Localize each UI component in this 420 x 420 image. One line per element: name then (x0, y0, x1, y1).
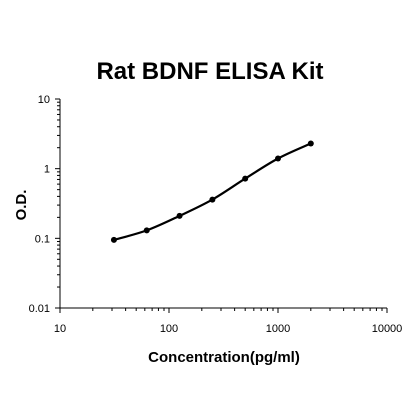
ticks: 10 100 1000 10000 0.01 0.1 1 10 (29, 94, 403, 335)
data-point (275, 155, 281, 162)
data-point (307, 140, 314, 147)
axes (59, 99, 387, 309)
series-line (113, 142, 312, 241)
x-tick-label: 1000 (266, 323, 290, 335)
y-tick-label: 0.1 (35, 233, 50, 245)
y-axis-label: O.D. (13, 190, 30, 221)
data-point (143, 227, 150, 234)
series-layer (110, 140, 314, 243)
x-axis-label: Concentration(pg/ml) (148, 349, 300, 366)
data-point (176, 212, 183, 219)
x-tick-label: 100 (160, 323, 178, 335)
data-point (242, 175, 249, 182)
y-tick-label: 1 (44, 164, 50, 176)
y-tick-label: 0.01 (29, 303, 50, 315)
y-tick-label: 10 (38, 94, 50, 106)
chart-title: Rat BDNF ELISA Kit (96, 58, 324, 85)
data-point (110, 236, 117, 243)
x-tick-label: 10 (54, 323, 66, 335)
data-point (209, 196, 216, 203)
x-tick-label: 10000 (372, 323, 403, 335)
